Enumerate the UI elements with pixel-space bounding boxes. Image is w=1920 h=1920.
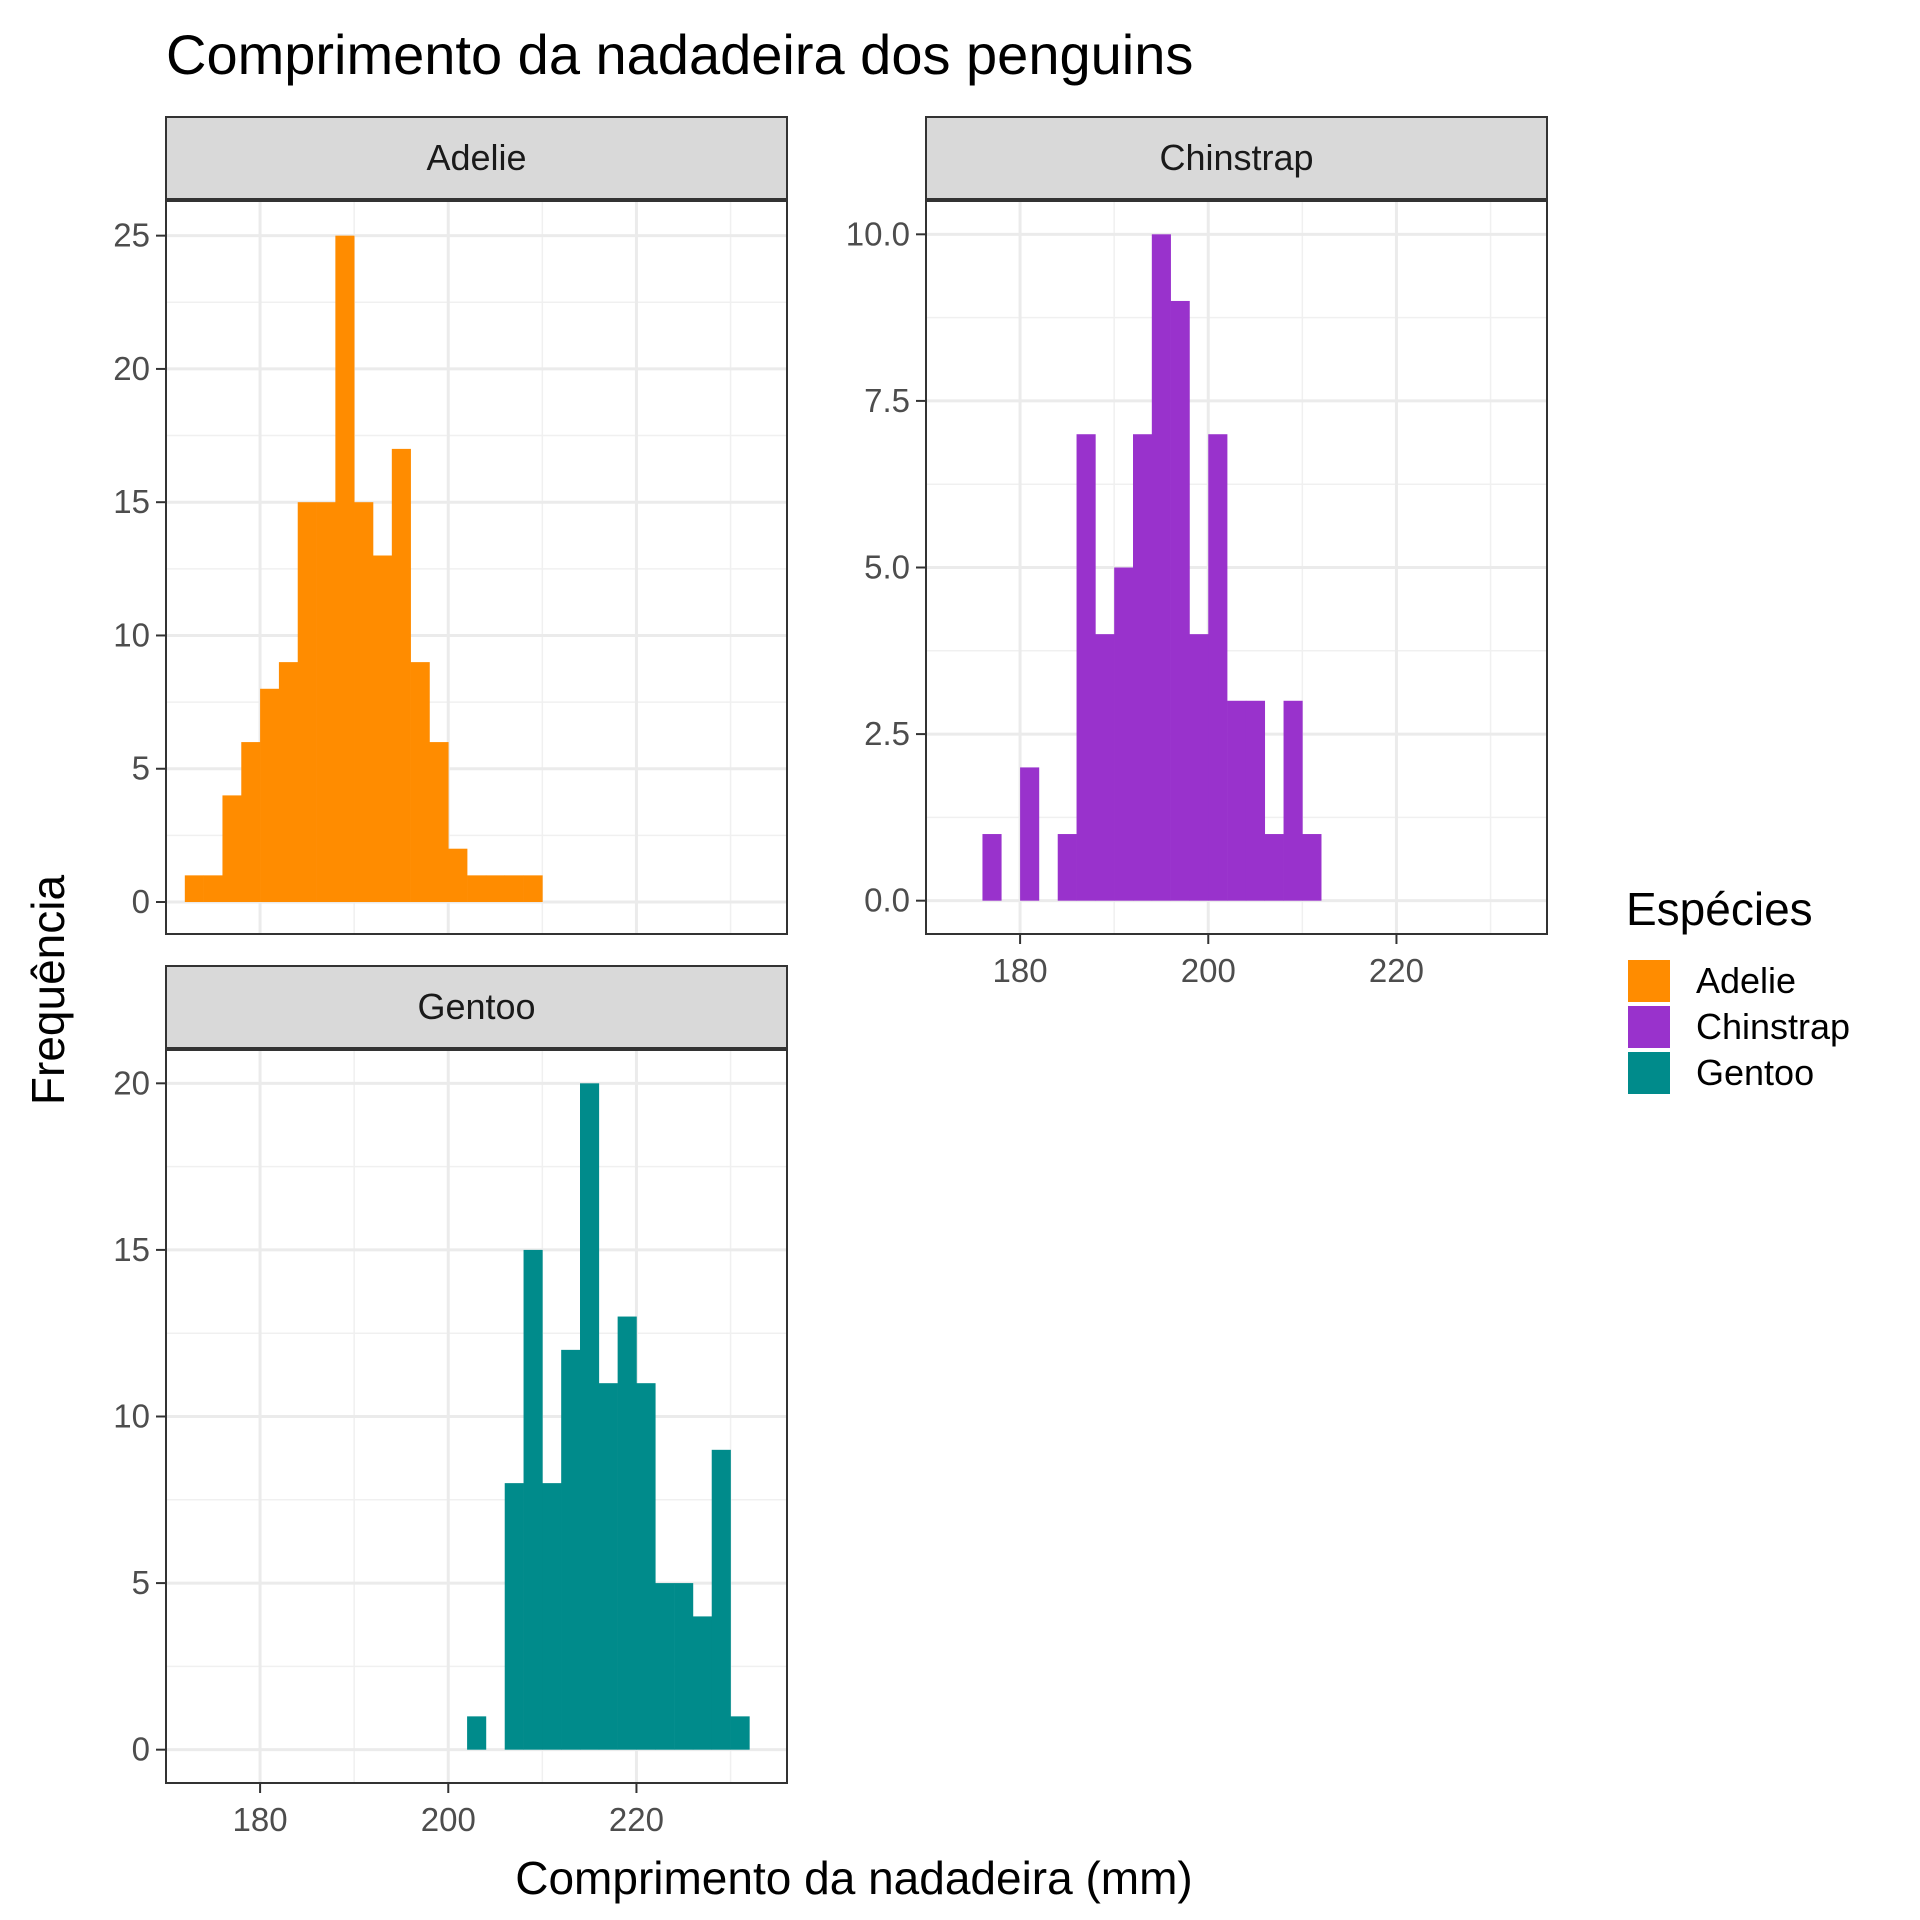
y-tick-label: 15 bbox=[113, 483, 150, 520]
histogram-bar-adelie bbox=[391, 448, 411, 903]
y-axis-title: Frequência bbox=[22, 875, 74, 1106]
histogram-bar-gentoo bbox=[636, 1383, 656, 1750]
x-tick-label: 180 bbox=[233, 1801, 288, 1838]
histogram-bar-adelie bbox=[448, 848, 468, 903]
y-tick-label: 10.0 bbox=[846, 215, 910, 252]
histogram-bar-adelie bbox=[354, 502, 374, 903]
histogram-bar-adelie bbox=[278, 662, 299, 903]
chart-title: Comprimento da nadadeira dos penguins bbox=[166, 23, 1193, 86]
histogram-bar-adelie bbox=[260, 688, 280, 903]
histogram-bar-chinstrap bbox=[1133, 434, 1153, 901]
histogram-bar-gentoo bbox=[598, 1383, 618, 1750]
y-tick-label: 0.0 bbox=[864, 882, 910, 919]
histogram-bar-gentoo bbox=[711, 1449, 731, 1750]
histogram-bar-chinstrap bbox=[1076, 434, 1096, 901]
histogram-bar-gentoo bbox=[523, 1249, 543, 1750]
legend-key-adelie bbox=[1628, 960, 1670, 1002]
histogram-bar-adelie bbox=[467, 875, 487, 903]
strip-label-adelie: Adelie bbox=[426, 137, 526, 178]
legend-label-gentoo: Gentoo bbox=[1696, 1052, 1814, 1093]
histogram-bar-chinstrap bbox=[982, 834, 1002, 901]
histogram-bar-chinstrap bbox=[1170, 300, 1190, 901]
y-tick-label: 0 bbox=[132, 1731, 150, 1768]
panel-gentoo: Gentoo 0 5 10 15 20 180 200 220 bbox=[113, 965, 788, 1838]
y-tick-label: 20 bbox=[113, 350, 150, 387]
histogram-bar-chinstrap bbox=[1151, 234, 1171, 901]
histogram-bar-adelie bbox=[523, 875, 543, 903]
histogram-bar-chinstrap bbox=[1057, 834, 1077, 901]
x-tick-label: 180 bbox=[993, 952, 1048, 989]
histogram-bar-chinstrap bbox=[1227, 700, 1247, 901]
y-tick-label: 10 bbox=[113, 1398, 150, 1435]
y-tick-label: 2.5 bbox=[864, 715, 910, 752]
histogram-bar-chinstrap bbox=[1189, 634, 1209, 901]
histogram-bar-gentoo bbox=[542, 1483, 562, 1750]
facet-panels: Adelie 0 5 10 15 20 25 Chinstrap 0.0 2.5 5.0 7.5 10.… bbox=[113, 116, 1548, 1838]
x-tick-label: 220 bbox=[609, 1801, 664, 1838]
histogram-bar-adelie bbox=[241, 742, 261, 903]
legend-label-chinstrap: Chinstrap bbox=[1696, 1006, 1850, 1047]
histogram-bar-chinstrap bbox=[1114, 567, 1134, 901]
y-tick-label: 5 bbox=[132, 750, 150, 787]
panel-border bbox=[165, 200, 788, 935]
legend-key-chinstrap bbox=[1628, 1006, 1670, 1048]
histogram-bar-adelie bbox=[373, 555, 393, 903]
histogram-bar-adelie bbox=[504, 875, 524, 903]
histogram-bar-gentoo bbox=[467, 1716, 487, 1750]
x-tick-label: 200 bbox=[1181, 952, 1236, 989]
x-axis-title: Comprimento da nadadeira (mm) bbox=[515, 1852, 1193, 1904]
histogram-bar-adelie bbox=[316, 502, 336, 903]
y-tick-label: 20 bbox=[113, 1064, 150, 1101]
strip-label-gentoo: Gentoo bbox=[417, 986, 535, 1027]
legend-title: Espécies bbox=[1626, 883, 1813, 935]
y-tick-label: 5.0 bbox=[864, 549, 910, 586]
legend: Espécies Adelie Chinstrap Gentoo bbox=[1626, 883, 1850, 1094]
histogram-bar-adelie bbox=[184, 875, 204, 903]
y-tick-label: 5 bbox=[132, 1564, 150, 1601]
strip-chinstrap bbox=[925, 116, 1548, 200]
histogram-bar-gentoo bbox=[580, 1083, 600, 1750]
histogram-bar-chinstrap bbox=[1302, 834, 1322, 901]
histogram-bar-gentoo bbox=[617, 1316, 637, 1750]
strip-gentoo bbox=[165, 965, 788, 1049]
legend-key-gentoo bbox=[1628, 1052, 1670, 1094]
histogram-bar-chinstrap bbox=[1095, 634, 1115, 901]
y-tick-label: 7.5 bbox=[864, 382, 910, 419]
histogram-bar-chinstrap bbox=[1208, 434, 1228, 901]
histogram-bar-gentoo bbox=[504, 1483, 524, 1750]
histogram-bar-gentoo bbox=[674, 1583, 694, 1750]
panel-chinstrap: Chinstrap 0.0 2.5 5.0 7.5 10.0 180 200 220 bbox=[846, 116, 1548, 989]
x-tick-label: 200 bbox=[421, 1801, 476, 1838]
histogram-bar-adelie bbox=[485, 875, 506, 903]
strip-adelie bbox=[165, 116, 788, 200]
histogram-bar-adelie bbox=[335, 235, 355, 903]
y-tick-label: 0 bbox=[132, 883, 150, 920]
histogram-bar-chinstrap bbox=[1283, 700, 1303, 901]
y-tick-label: 15 bbox=[113, 1231, 150, 1268]
panel-adelie: Adelie 0 5 10 15 20 25 bbox=[113, 116, 788, 935]
strip-label-chinstrap: Chinstrap bbox=[1159, 137, 1313, 178]
histogram-bar-adelie bbox=[297, 502, 317, 903]
histogram-bar-gentoo bbox=[692, 1616, 713, 1750]
histogram-bar-adelie bbox=[203, 875, 223, 903]
legend-label-adelie: Adelie bbox=[1696, 960, 1796, 1001]
histogram-bar-chinstrap bbox=[1245, 700, 1266, 901]
histogram-bar-adelie bbox=[222, 795, 242, 903]
histogram-bar-adelie bbox=[410, 662, 430, 903]
histogram-bar-chinstrap bbox=[1020, 767, 1040, 901]
y-tick-label: 10 bbox=[113, 616, 150, 653]
histogram-bar-gentoo bbox=[561, 1349, 581, 1750]
histogram-bar-adelie bbox=[429, 742, 449, 903]
y-tick-label: 25 bbox=[113, 217, 150, 254]
histogram-bar-chinstrap bbox=[1264, 834, 1284, 901]
x-tick-label: 220 bbox=[1369, 952, 1424, 989]
histogram-bar-gentoo bbox=[730, 1716, 750, 1750]
histogram-bar-gentoo bbox=[655, 1583, 675, 1750]
